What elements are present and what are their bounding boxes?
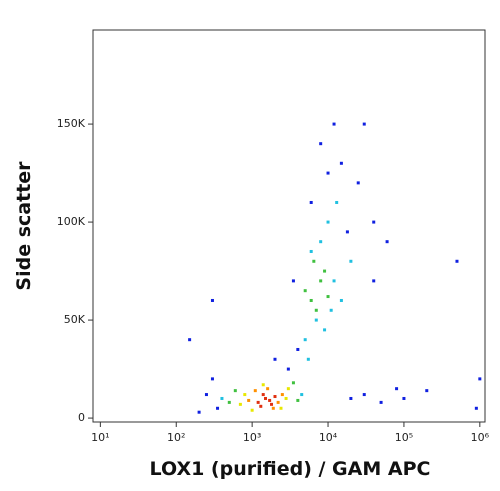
x-tick-label: 10²	[167, 431, 185, 444]
point	[356, 181, 360, 185]
point	[253, 389, 257, 393]
point	[323, 269, 327, 273]
point	[474, 406, 478, 410]
point	[372, 279, 376, 283]
point	[326, 295, 330, 299]
point	[349, 259, 353, 263]
point	[204, 393, 208, 397]
point	[362, 393, 366, 397]
point	[261, 383, 265, 387]
point	[286, 367, 290, 371]
point	[395, 387, 399, 391]
point	[300, 393, 304, 397]
point	[243, 393, 247, 397]
x-tick-label: 10³	[243, 431, 261, 444]
point	[326, 220, 330, 224]
point	[286, 387, 290, 391]
point	[247, 398, 251, 402]
point	[270, 402, 274, 406]
point	[326, 171, 330, 175]
point	[306, 357, 310, 361]
x-tick-label: 10⁵	[395, 431, 413, 444]
point	[309, 249, 313, 253]
point	[291, 279, 295, 283]
point	[266, 387, 270, 391]
point	[216, 406, 220, 410]
x-tick-label: 10⁶	[471, 431, 490, 444]
point	[309, 298, 313, 302]
y-axis-title: Side scatter	[13, 161, 35, 291]
point	[339, 161, 343, 165]
point	[339, 298, 343, 302]
point	[319, 240, 323, 244]
point	[280, 393, 284, 397]
x-tick-label: 10⁴	[319, 431, 338, 444]
point	[227, 400, 231, 404]
point	[478, 377, 482, 381]
point	[296, 347, 300, 351]
point	[250, 408, 254, 412]
point	[319, 142, 323, 146]
plot-frame	[92, 29, 486, 423]
point	[314, 308, 318, 312]
point	[303, 289, 307, 293]
point	[455, 259, 459, 263]
point	[256, 400, 260, 404]
point	[296, 398, 300, 402]
x-tick-label: 10¹	[91, 431, 109, 444]
y-tick-label: 0	[78, 411, 85, 424]
y-tick-label: 100K	[57, 215, 86, 228]
point	[329, 308, 333, 312]
point	[220, 396, 224, 400]
point	[273, 357, 277, 361]
point	[385, 240, 389, 244]
point	[238, 402, 242, 406]
point	[291, 381, 295, 385]
point	[259, 404, 263, 408]
point	[210, 298, 214, 302]
point	[332, 122, 336, 126]
point	[233, 389, 237, 393]
point	[210, 377, 214, 381]
point	[335, 200, 339, 204]
point	[284, 396, 288, 400]
point	[319, 279, 323, 283]
point	[264, 396, 268, 400]
point	[402, 396, 406, 400]
point	[349, 396, 353, 400]
point	[303, 338, 307, 342]
point	[261, 393, 265, 397]
point	[362, 122, 366, 126]
y-tick-label: 50K	[64, 313, 86, 326]
point	[273, 395, 277, 399]
y-tick-label: 150K	[57, 117, 86, 130]
point	[425, 389, 429, 393]
point	[197, 410, 201, 414]
point	[268, 398, 272, 402]
point	[379, 400, 383, 404]
point	[372, 220, 376, 224]
point	[314, 318, 318, 322]
point	[279, 406, 283, 410]
point	[276, 400, 280, 404]
point	[188, 338, 192, 342]
point	[323, 328, 327, 332]
point	[309, 200, 313, 204]
point	[345, 230, 349, 234]
point	[312, 259, 316, 263]
point	[332, 279, 336, 283]
x-axis-title: LOX1 (purified) / GAM APC	[150, 458, 431, 480]
point	[271, 406, 275, 410]
